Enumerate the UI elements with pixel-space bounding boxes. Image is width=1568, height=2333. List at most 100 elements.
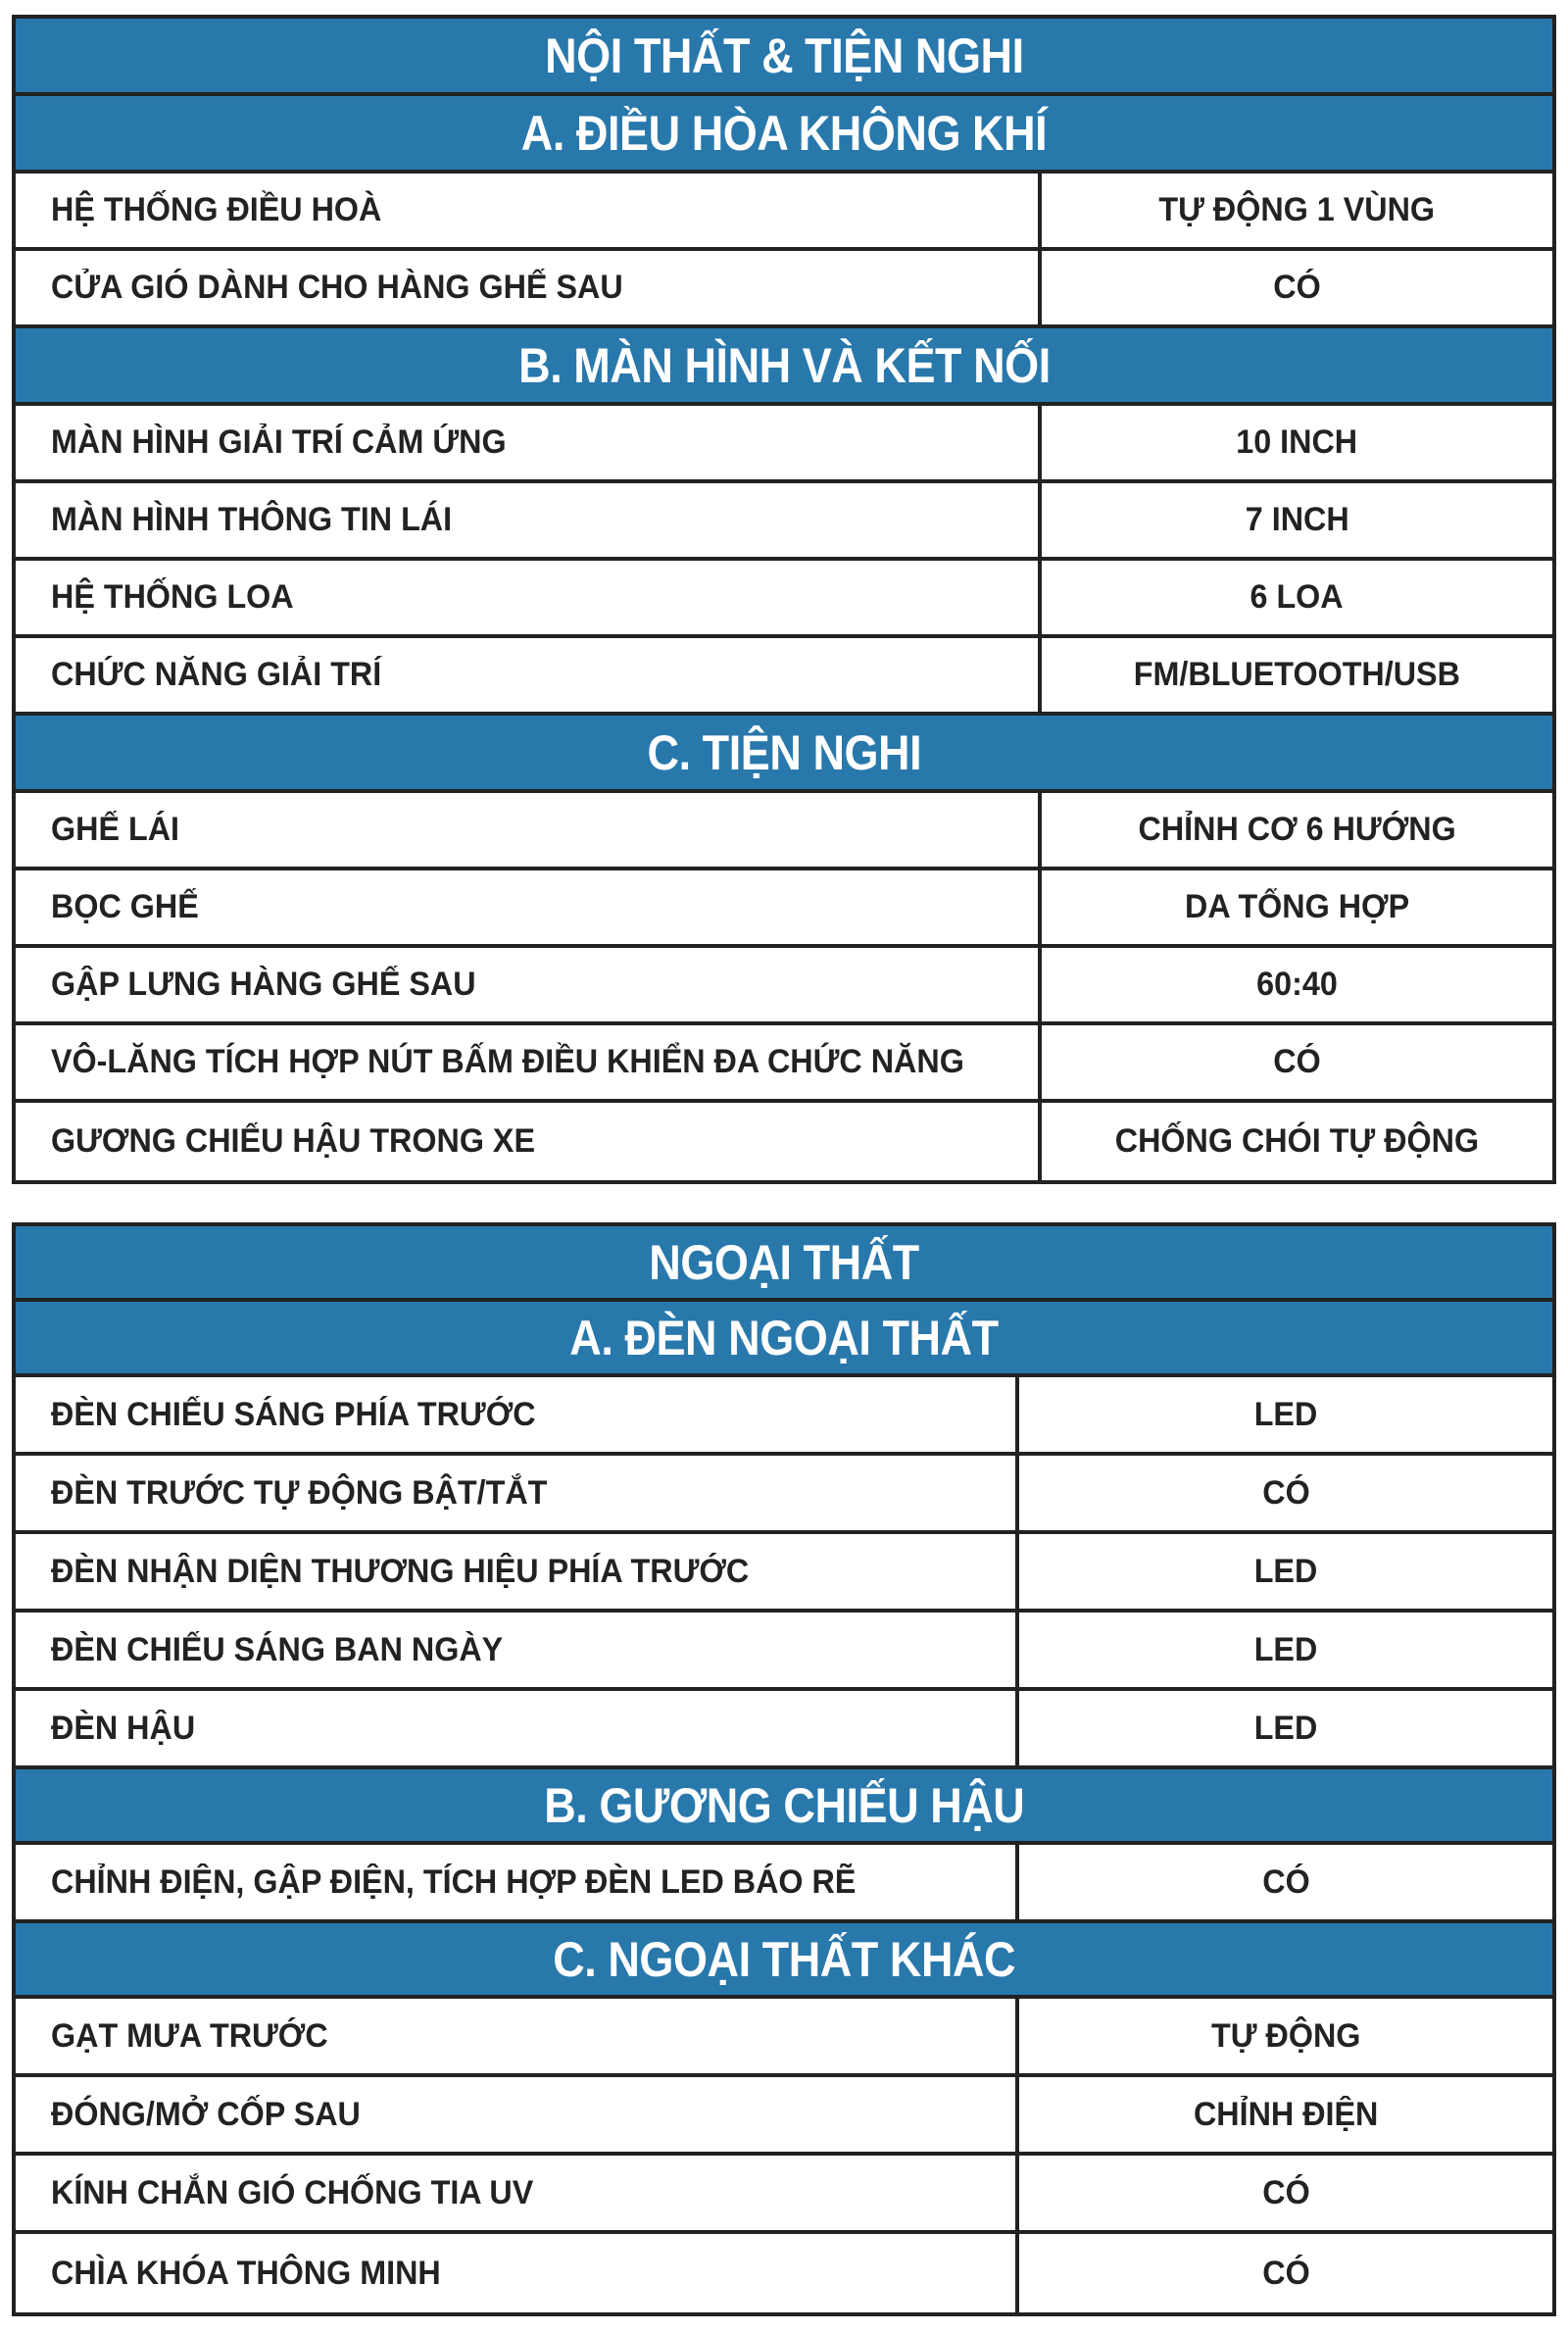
spec-label-text: ĐÓNG/MỞ CỐP SAU: [51, 2095, 361, 2133]
spec-value-text: 10 INCH: [1236, 423, 1358, 461]
table-row: ĐÈN CHIẾU SÁNG BAN NGÀY LED: [16, 1613, 1552, 1691]
spec-label-text: ĐÈN NHẬN DIỆN THƯƠNG HIỆU PHÍA TRƯỚC: [51, 1552, 750, 1590]
spec-value: LED: [1019, 1691, 1552, 1765]
spec-label: ĐÓNG/MỞ CỐP SAU: [16, 2077, 1019, 2152]
spec-label: CỬA GIÓ DÀNH CHO HÀNG GHẾ SAU: [16, 251, 1042, 324]
spec-value-text: CÓ: [1273, 269, 1321, 306]
section-header: A. ĐIỀU HÒA KHÔNG KHÍ: [16, 96, 1552, 174]
spec-value-text: TỰ ĐỘNG 1 VÙNG: [1158, 191, 1436, 228]
interior-spec-table: NỘI THẤT & TIỆN NGHI A. ĐIỀU HÒA KHÔNG KH…: [12, 15, 1556, 1184]
spec-value: 7 INCH: [1042, 483, 1552, 557]
spec-value-text: 60:40: [1256, 966, 1338, 1003]
spec-value: TỰ ĐỘNG: [1019, 1999, 1552, 2073]
spec-value-text: CHỈNH CƠ 6 HƯỚNG: [1138, 811, 1456, 848]
section-header-text: C. TIỆN NGHI: [647, 724, 921, 780]
table-row: MÀN HÌNH GIẢI TRÍ CẢM ỨNG 10 INCH: [16, 406, 1552, 483]
spec-label-text: VÔ-LĂNG TÍCH HỢP NÚT BẤM ĐIỀU KHIỂN ĐA C…: [51, 1043, 964, 1080]
spec-label-text: ĐÈN TRƯỚC TỰ ĐỘNG BẬT/TẮT: [51, 1473, 548, 1512]
spec-label: GẠT MƯA TRƯỚC: [16, 1999, 1019, 2073]
spec-label: ĐÈN HẬU: [16, 1691, 1019, 1765]
spec-label-text: GẠT MƯA TRƯỚC: [51, 2016, 328, 2055]
section-header-text: B. MÀN HÌNH VÀ KẾT NỐI: [517, 337, 1051, 393]
spec-label: MÀN HÌNH THÔNG TIN LÁI: [16, 483, 1042, 557]
table-row: CHỨC NĂNG GIẢI TRÍ FM/BLUETOOTH/USB: [16, 638, 1552, 716]
spec-value-text: CÓ: [1261, 2254, 1310, 2292]
spec-label: BỌC GHẾ: [16, 870, 1042, 944]
spec-value: DA TỔNG HỢP: [1042, 870, 1552, 944]
spec-value-text: LED: [1253, 1630, 1318, 1668]
spec-value-text: 6 LOA: [1250, 578, 1345, 616]
spec-label: ĐÈN TRƯỚC TỰ ĐỘNG BẬT/TẮT: [16, 1456, 1019, 1530]
table-row: MÀN HÌNH THÔNG TIN LÁI 7 INCH: [16, 483, 1552, 561]
section-header-text: B. GƯƠNG CHIẾU HẬU: [543, 1777, 1025, 1833]
spec-label-text: ĐÈN CHIẾU SÁNG PHÍA TRƯỚC: [51, 1395, 536, 1433]
spec-value: CÓ: [1042, 251, 1552, 324]
spec-value: CÓ: [1019, 1845, 1552, 1919]
spec-label: ĐÈN NHẬN DIỆN THƯƠNG HIỆU PHÍA TRƯỚC: [16, 1534, 1019, 1609]
spec-value: CHỐNG CHÓI TỰ ĐỘNG: [1042, 1103, 1552, 1180]
table-row: GHẾ LÁI CHỈNH CƠ 6 HƯỚNG: [16, 793, 1552, 870]
spec-label-text: GHẾ LÁI: [51, 811, 180, 848]
spec-value-text: DA TỔNG HỢP: [1184, 888, 1410, 925]
table-row: ĐÈN TRƯỚC TỰ ĐỘNG BẬT/TẮT CÓ: [16, 1456, 1552, 1534]
table-row: KÍNH CHẮN GIÓ CHỐNG TIA UV CÓ: [16, 2156, 1552, 2234]
spec-label-text: GƯƠNG CHIẾU HẬU TRONG XE: [51, 1122, 536, 1160]
spec-label-text: HỆ THỐNG LOA: [51, 578, 294, 616]
spec-value: CHỈNH CƠ 6 HƯỚNG: [1042, 793, 1552, 867]
spec-label-text: GẬP LƯNG HÀNG GHẾ SAU: [51, 966, 476, 1003]
spec-label-text: ĐÈN CHIẾU SÁNG BAN NGÀY: [51, 1630, 504, 1668]
spec-value-text: CHỐNG CHÓI TỰ ĐỘNG: [1114, 1122, 1480, 1160]
spec-label: CHỈNH ĐIỆN, GẬP ĐIỆN, TÍCH HỢP ĐÈN LED B…: [16, 1845, 1019, 1919]
spec-label: ĐÈN CHIẾU SÁNG BAN NGÀY: [16, 1613, 1019, 1687]
spec-value: 6 LOA: [1042, 561, 1552, 634]
spec-value-text: LED: [1253, 1395, 1318, 1433]
table-row: BỌC GHẾ DA TỔNG HỢP: [16, 870, 1552, 948]
table-row: HỆ THỐNG LOA 6 LOA: [16, 561, 1552, 638]
spec-label-text: CỬA GIÓ DÀNH CHO HÀNG GHẾ SAU: [51, 269, 623, 306]
spec-value: 10 INCH: [1042, 406, 1552, 479]
spec-label: CHÌA KHÓA THÔNG MINH: [16, 2234, 1019, 2312]
spec-value: LED: [1019, 1534, 1552, 1609]
section-header: B. GƯƠNG CHIẾU HẬU: [16, 1769, 1552, 1845]
spec-label: KÍNH CHẮN GIÓ CHỐNG TIA UV: [16, 2156, 1019, 2230]
table-row: ĐÈN CHIẾU SÁNG PHÍA TRƯỚC LED: [16, 1377, 1552, 1456]
spec-label-text: HỆ THỐNG ĐIỀU HOÀ: [51, 191, 382, 228]
table-row: GƯƠNG CHIẾU HẬU TRONG XE CHỐNG CHÓI TỰ ĐỘ…: [16, 1103, 1552, 1180]
section-header: B. MÀN HÌNH VÀ KẾT NỐI: [16, 328, 1552, 406]
table-row: HỆ THỐNG ĐIỀU HOÀ TỰ ĐỘNG 1 VÙNG: [16, 174, 1552, 251]
table-row: GẠT MƯA TRƯỚC TỰ ĐỘNG: [16, 1999, 1552, 2077]
section-header: A. ĐÈN NGOẠI THẤT: [16, 1302, 1552, 1377]
section-header: C. NGOẠI THẤT KHÁC: [16, 1923, 1552, 1999]
spec-value: CÓ: [1019, 2156, 1552, 2230]
spec-value: CHỈNH ĐIỆN: [1019, 2077, 1552, 2152]
spec-value: FM/BLUETOOTH/USB: [1042, 638, 1552, 712]
table-title-text: NGOẠI THẤT: [649, 1234, 919, 1290]
section-header-text: A. ĐIỀU HÒA KHÔNG KHÍ: [520, 105, 1048, 161]
spec-value: LED: [1019, 1377, 1552, 1452]
table-title: NGOẠI THẤT: [16, 1226, 1552, 1302]
spec-value-text: FM/BLUETOOTH/USB: [1133, 656, 1461, 693]
spec-label: ĐÈN CHIẾU SÁNG PHÍA TRƯỚC: [16, 1377, 1019, 1452]
spec-value: CÓ: [1019, 2234, 1552, 2312]
section-header-text: A. ĐÈN NGOẠI THẤT: [569, 1310, 999, 1365]
exterior-spec-table: NGOẠI THẤT A. ĐÈN NGOẠI THẤT ĐÈN CHIẾU SÁN…: [12, 1222, 1556, 2316]
spec-value: CÓ: [1019, 1456, 1552, 1530]
table-title: NỘI THẤT & TIỆN NGHI: [16, 19, 1552, 96]
spec-label: GHẾ LÁI: [16, 793, 1042, 867]
table-row: CHỈNH ĐIỆN, GẬP ĐIỆN, TÍCH HỢP ĐÈN LED B…: [16, 1845, 1552, 1923]
spec-value-text: CÓ: [1261, 1473, 1310, 1512]
spec-label: HỆ THỐNG ĐIỀU HOÀ: [16, 174, 1042, 247]
spec-label: GƯƠNG CHIẾU HẬU TRONG XE: [16, 1103, 1042, 1180]
spec-value-text: CÓ: [1261, 2173, 1310, 2211]
spec-label-text: ĐÈN HẬU: [51, 1709, 196, 1747]
table-row: ĐÈN NHẬN DIỆN THƯƠNG HIỆU PHÍA TRƯỚC LED: [16, 1534, 1552, 1613]
spec-label-text: KÍNH CHẮN GIÓ CHỐNG TIA UV: [51, 2173, 534, 2211]
spec-value: CÓ: [1042, 1025, 1552, 1099]
spec-value: LED: [1019, 1613, 1552, 1687]
table-row: VÔ-LĂNG TÍCH HỢP NÚT BẤM ĐIỀU KHIỂN ĐA C…: [16, 1025, 1552, 1103]
spec-value: 60:40: [1042, 948, 1552, 1021]
section-header: C. TIỆN NGHI: [16, 716, 1552, 793]
spec-label: GẬP LƯNG HÀNG GHẾ SAU: [16, 948, 1042, 1021]
table-row: GẬP LƯNG HÀNG GHẾ SAU 60:40: [16, 948, 1552, 1025]
spec-label: VÔ-LĂNG TÍCH HỢP NÚT BẤM ĐIỀU KHIỂN ĐA C…: [16, 1025, 1042, 1099]
